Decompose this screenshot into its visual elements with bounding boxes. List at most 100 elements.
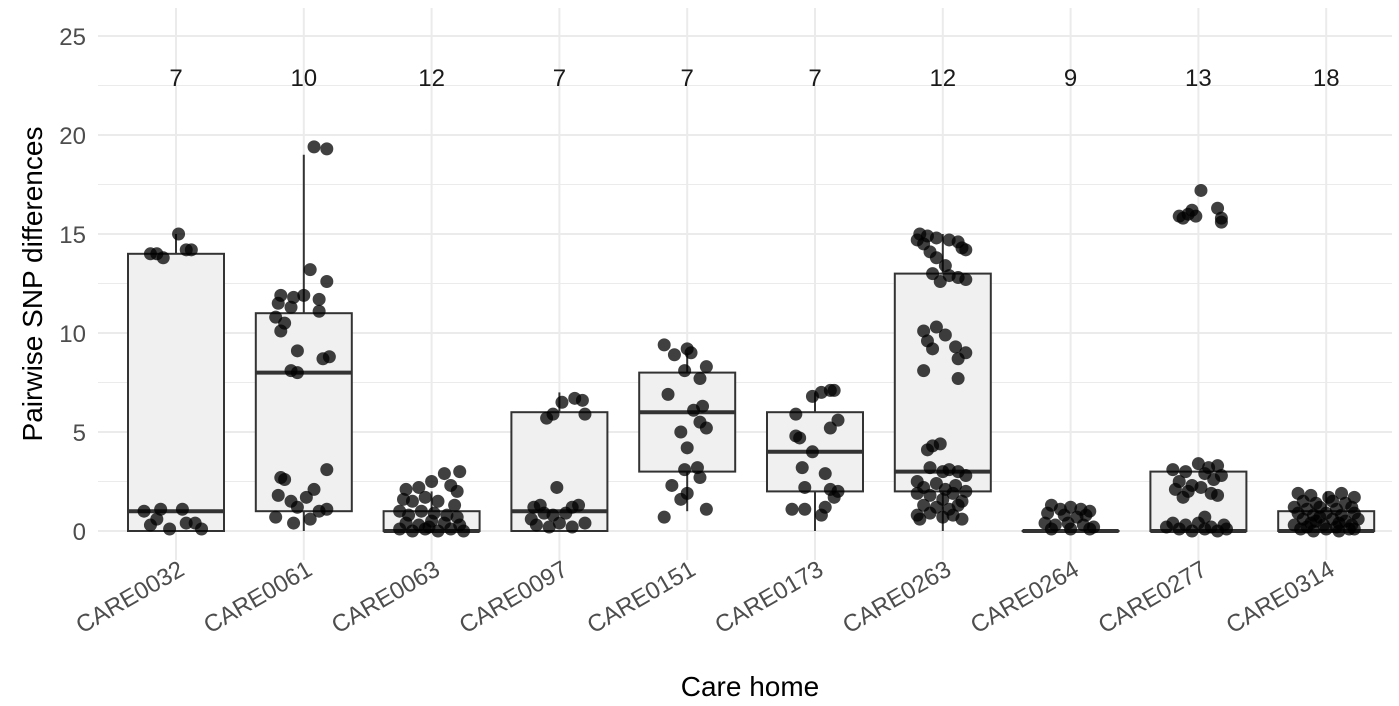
- data-point: [1207, 473, 1221, 487]
- data-point: [156, 251, 170, 265]
- data-point: [303, 512, 317, 526]
- data-point: [926, 342, 940, 356]
- points-CARE0061: [269, 140, 336, 530]
- data-point: [320, 502, 334, 516]
- data-point: [693, 372, 707, 386]
- data-point: [572, 498, 586, 512]
- data-point: [814, 508, 828, 522]
- data-point: [699, 421, 713, 435]
- box-CARE0061: [254, 154, 353, 531]
- data-point: [1214, 215, 1228, 229]
- data-point: [457, 524, 471, 538]
- data-point: [674, 425, 688, 439]
- y-axis-title: Pairwise SNP differences: [17, 127, 48, 442]
- data-point: [555, 395, 569, 409]
- data-point: [320, 275, 334, 289]
- data-point: [450, 484, 464, 498]
- data-point: [575, 393, 589, 407]
- x-tick-label: CARE0063: [327, 556, 444, 639]
- data-point: [405, 524, 419, 538]
- data-point: [959, 273, 973, 287]
- data-point: [955, 512, 969, 526]
- data-point: [1220, 522, 1234, 536]
- data-point: [154, 502, 168, 516]
- data-point: [1342, 522, 1356, 536]
- data-point: [938, 328, 952, 342]
- data-point: [798, 502, 812, 516]
- data-point: [1194, 480, 1208, 494]
- data-point: [312, 304, 326, 318]
- box-rect: [893, 272, 992, 493]
- data-point: [578, 407, 592, 421]
- data-point: [661, 387, 675, 401]
- box-CARE0097: [510, 392, 609, 533]
- data-point: [933, 437, 947, 451]
- data-point: [1044, 522, 1058, 536]
- count-label: 7: [169, 65, 182, 92]
- data-point: [657, 338, 671, 352]
- data-point: [163, 522, 177, 536]
- x-tick-label: CARE0032: [72, 556, 189, 639]
- x-tick-label: CARE0277: [1094, 556, 1211, 639]
- y-tick-label: 10: [59, 321, 86, 348]
- x-tick-label: CARE0151: [583, 556, 700, 639]
- data-point: [1319, 522, 1333, 536]
- data-point: [422, 520, 436, 534]
- data-point: [1041, 506, 1055, 520]
- data-point: [1194, 183, 1208, 197]
- data-point: [929, 231, 943, 245]
- data-point: [959, 484, 973, 498]
- data-point: [565, 520, 579, 534]
- data-point: [550, 480, 564, 494]
- data-point: [949, 340, 963, 354]
- data-point: [1211, 201, 1225, 215]
- data-point: [287, 516, 301, 530]
- data-point: [1179, 465, 1193, 479]
- box-rect: [254, 312, 353, 513]
- points-CARE0277: [1159, 183, 1234, 538]
- data-point: [951, 352, 965, 366]
- data-point: [269, 510, 283, 524]
- data-point: [823, 383, 837, 397]
- data-point: [798, 480, 812, 494]
- data-point: [274, 324, 288, 338]
- data-point: [414, 504, 428, 518]
- data-point: [951, 498, 965, 512]
- box-CARE0032: [127, 234, 225, 533]
- count-labels: 7 10 12 7 7 7 12 9 13 18: [169, 65, 1339, 92]
- count-label: 12: [418, 65, 445, 92]
- count-label: 10: [290, 65, 317, 92]
- data-point: [693, 471, 707, 485]
- data-point: [150, 512, 164, 526]
- data-point: [271, 296, 285, 310]
- data-point: [287, 290, 301, 304]
- box-CARE0173: [766, 392, 864, 531]
- data-point: [303, 263, 317, 277]
- data-point: [823, 421, 837, 435]
- data-point: [412, 480, 426, 494]
- data-point: [680, 441, 694, 455]
- y-tick-label: 15: [59, 222, 86, 249]
- data-point: [184, 243, 198, 257]
- data-point: [271, 488, 285, 502]
- data-point: [699, 502, 713, 516]
- data-point: [444, 522, 458, 536]
- data-point: [1172, 522, 1186, 536]
- data-point: [320, 463, 334, 477]
- box-rect: [638, 371, 737, 473]
- data-point: [1166, 463, 1180, 477]
- data-point: [1064, 522, 1078, 536]
- data-point: [929, 320, 943, 334]
- data-point: [678, 463, 692, 477]
- box-rect: [127, 252, 225, 533]
- data-point: [1304, 516, 1318, 530]
- data-point: [951, 372, 965, 386]
- data-point: [917, 324, 931, 338]
- data-point: [175, 502, 189, 516]
- data-point: [418, 490, 432, 504]
- data-point: [1198, 522, 1212, 536]
- points-CARE0097: [524, 391, 592, 534]
- y-tick-label: 25: [59, 24, 86, 51]
- data-point: [657, 510, 671, 524]
- points-CARE0151: [657, 338, 713, 524]
